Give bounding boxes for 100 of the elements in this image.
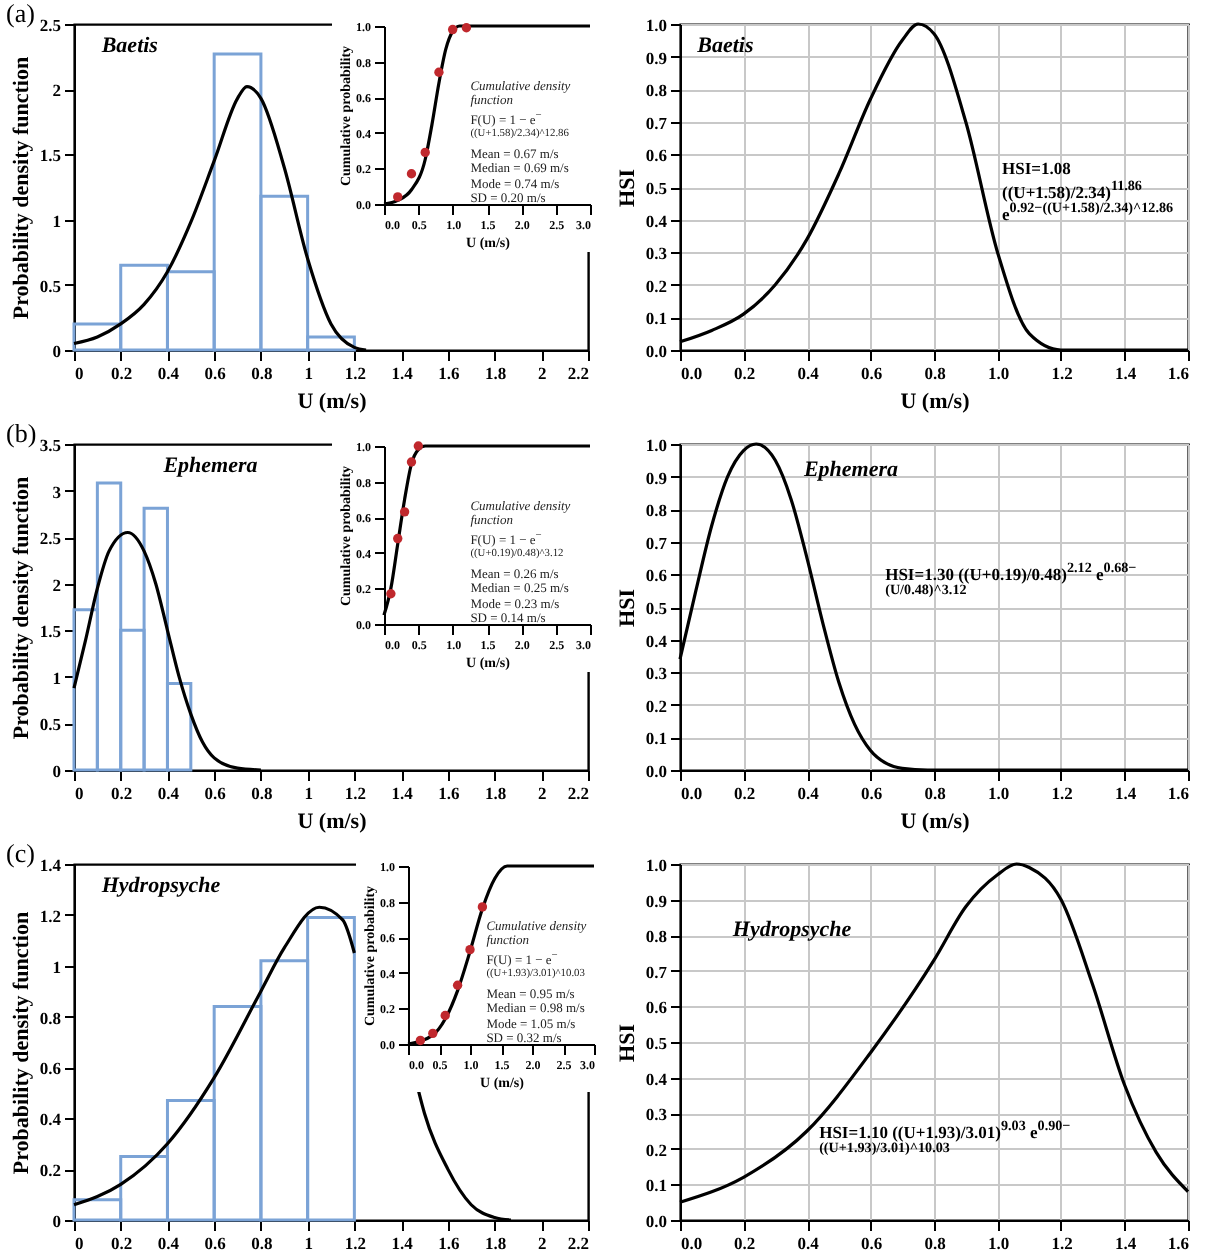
x-tick-label: 1.6 (1167, 363, 1189, 383)
y-tick-label: 0 (52, 761, 61, 781)
y-tick-label: 0.2 (39, 1160, 61, 1181)
x-axis-title: U (m/s) (297, 810, 368, 834)
x-tick-label: 1.4 (1114, 1233, 1138, 1253)
y-tick-label: 2 (52, 80, 61, 101)
x-tick-label: 0.6 (204, 363, 226, 383)
y-tick-label: 0.9 (645, 890, 667, 911)
x-tick-label: 0.8 (251, 1233, 273, 1253)
y-tick-label: 0.2 (645, 1139, 667, 1160)
x-axis-title: U (m/s) (900, 390, 971, 414)
y-tick-label: 0.7 (645, 532, 669, 553)
x-tick-label: 0 (75, 1233, 84, 1253)
x-tick-label: 0.0 (681, 1233, 703, 1253)
x-tick-label: 2 (538, 363, 547, 383)
y-tick-label: 0.9 (645, 47, 667, 68)
y-tick-label: 1 (52, 956, 61, 977)
x-tick-label: 0.4 (157, 363, 181, 383)
x-tick-label: 1.4 (1114, 783, 1138, 803)
y-tick-label: 0.1 (645, 1175, 667, 1196)
point (393, 533, 403, 544)
y-tick-label: 0.0 (645, 1211, 667, 1231)
x-tick-label: 0.4 (157, 1233, 181, 1253)
x-tick-label: 1 (304, 783, 313, 803)
x-tick-label: 0.8 (924, 783, 946, 803)
y-tick-label: 1.0 (645, 435, 667, 455)
annotation: Ephemera (163, 453, 258, 478)
y-tick-label: 0.8 (645, 926, 667, 947)
annotation: Hydropsyche (101, 874, 221, 899)
x-tick-label: 0.8 (924, 363, 946, 383)
point (406, 169, 417, 179)
point (440, 1010, 450, 1021)
point (428, 1028, 438, 1038)
point (461, 23, 472, 33)
y-tick-label: 0.2 (645, 695, 667, 716)
y-tick-label: 1.0 (645, 15, 667, 35)
x-tick-label: 2 (538, 1233, 547, 1253)
x-tick-label: 0.0 (681, 783, 703, 803)
y-tick-label: 1.5 (39, 145, 61, 166)
x-tick-label: 1.8 (484, 783, 507, 803)
x-tick-label: 1.0 (987, 783, 1010, 803)
x-tick-label: 0.2 (111, 363, 133, 383)
x-tick-label: 0.2 (733, 1233, 756, 1253)
x-tick-label: 1.2 (1051, 1233, 1073, 1253)
annotation: Ephemera (803, 457, 899, 482)
point (386, 589, 396, 599)
text: (c) (6, 838, 35, 869)
y-tick-label: 1.0 (645, 855, 667, 875)
x-tick-label: 0 (75, 363, 84, 383)
x-tick-label: 0.8 (251, 783, 273, 803)
x-tick-label: 1.2 (1051, 363, 1073, 383)
x-tick-label: 0.6 (860, 363, 883, 383)
x-tick-label: 1 (304, 363, 313, 383)
y-axis-title: Probability density function (9, 56, 34, 320)
x-tick-label: 1.6 (438, 783, 460, 803)
annotation: Baetis (101, 33, 158, 58)
y-tick-label: 0.5 (645, 178, 667, 198)
x-tick-label: 0.2 (733, 783, 756, 803)
x-axis-title: U (m/s) (297, 390, 368, 414)
y-tick-label: 0.5 (645, 598, 667, 618)
y-tick-label: 0.5 (39, 275, 61, 296)
x-tick-label: 1.2 (1051, 783, 1073, 803)
annotation: Baetis (697, 33, 754, 58)
y-axis-title: HSI (615, 169, 640, 207)
y-tick-label: 0.0 (645, 341, 667, 361)
y-tick-label: 3 (52, 481, 61, 502)
y-tick-label: 1.4 (39, 855, 63, 875)
x-tick-label: 0.2 (733, 363, 756, 383)
x-tick-label: 1.8 (484, 1233, 507, 1253)
point (415, 1035, 426, 1046)
text: HSI=1.08 ((U+1.58)/2.34)$^{11.86}$ e$^{0.92−((U+1.58)/2.34)^12.86}$ (1002, 158, 1174, 224)
y-tick-label: 0.8 (645, 80, 667, 101)
x-tick-label: 0.2 (111, 783, 133, 803)
x-tick-label: 0.6 (204, 1233, 226, 1253)
y-tick-label: 2.5 (39, 15, 61, 35)
y-tick-label: 0 (52, 341, 61, 361)
y-tick-label: 0 (52, 1211, 61, 1231)
x-tick-label: 1.0 (987, 1233, 1010, 1253)
point (452, 980, 463, 990)
y-tick-label: 0.7 (645, 961, 669, 982)
x-tick-label: 0.8 (251, 363, 273, 383)
y-axis-title: HSI (615, 589, 640, 627)
x-tick-label: 1 (304, 1233, 313, 1253)
y-tick-label: 0.0 (645, 761, 667, 781)
y-tick-label: 0.7 (645, 112, 669, 133)
x-tick-label: 0.6 (204, 783, 226, 803)
x-tick-label: 1.6 (1167, 1233, 1189, 1253)
point (477, 902, 488, 912)
y-tick-label: 0.3 (645, 663, 667, 684)
x-tick-label: 0.4 (797, 363, 821, 383)
y-tick-label: 0.6 (645, 997, 667, 1018)
annotation: Hydropsyche (732, 917, 852, 942)
x-tick-label: 1.6 (1167, 783, 1189, 803)
x-tick-label: 0 (75, 783, 84, 803)
line-series (382, 444, 592, 617)
y-axis-title: Probability density function (9, 476, 34, 740)
y-tick-label: 2 (52, 574, 61, 595)
x-tick-label: 2.2 (567, 1233, 589, 1253)
point (465, 944, 475, 955)
y-tick-label: 0.1 (645, 728, 667, 749)
